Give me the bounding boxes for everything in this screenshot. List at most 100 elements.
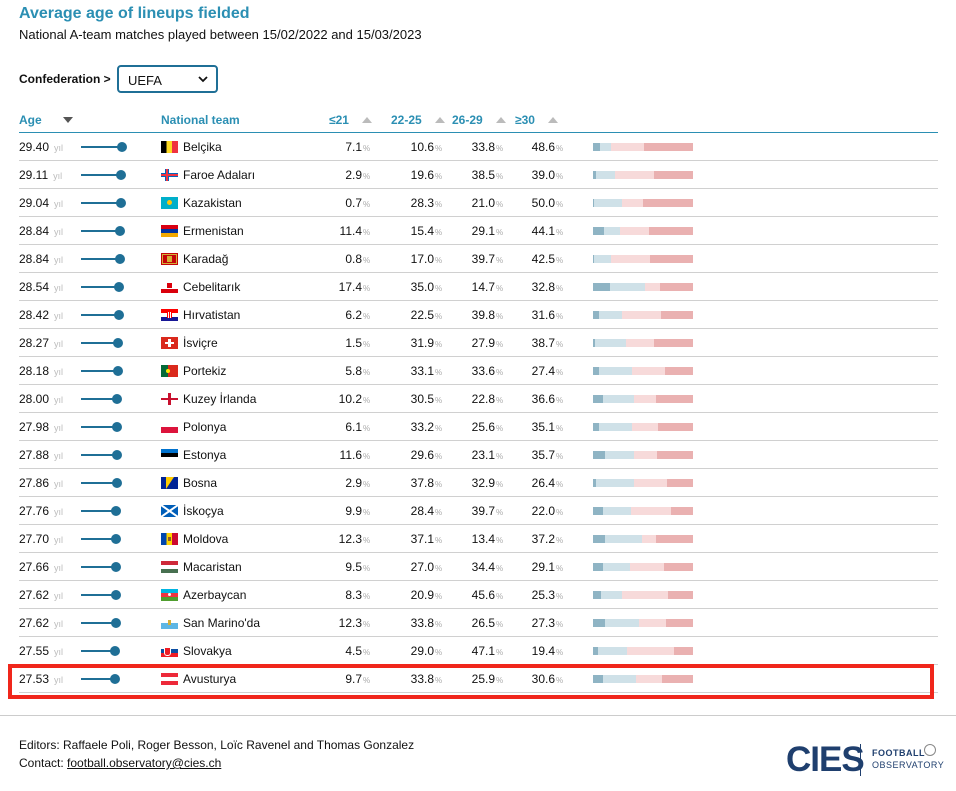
age-unit: yıl [54, 618, 64, 629]
age-distribution-bar [593, 422, 693, 431]
u21-cell: 11.4% [329, 216, 391, 245]
bar-22-25 [599, 310, 622, 319]
bar-22-25 [602, 506, 632, 515]
pct-unit: % [556, 675, 564, 685]
o30-column-header[interactable]: ≥30 [515, 107, 593, 133]
u21-cell: 9.5% [329, 552, 391, 581]
bar-22-25 [603, 394, 634, 403]
flag-icon [161, 337, 178, 350]
bar-26-29 [615, 170, 654, 179]
sort-desc-icon[interactable] [63, 117, 74, 124]
o30-value: 27.4 [531, 363, 555, 378]
team-cell: Slovakya [161, 636, 329, 665]
age-unit: yıl [54, 338, 64, 349]
pct-unit: % [556, 199, 564, 209]
bar-30plus [665, 618, 693, 627]
age-value: 27.76 [19, 503, 50, 518]
pct-unit: % [435, 563, 443, 573]
bar-30plus [655, 534, 693, 543]
team-name: Faroe Adaları [183, 167, 256, 182]
o30-value: 26.4 [531, 475, 555, 490]
pct-unit: % [496, 563, 504, 573]
age-slider-dot [113, 337, 123, 348]
o30-cell: 42.5% [515, 244, 593, 273]
bar-30plus [670, 506, 693, 515]
age-slider-dot [112, 449, 122, 460]
sort-asc-icon[interactable] [548, 117, 559, 124]
age-cell: 27.98 yıl [19, 412, 161, 441]
age-cell: 27.62 yıl [19, 608, 161, 637]
pct-unit: % [496, 535, 504, 545]
pct-unit: % [435, 423, 443, 433]
a2629-column-header[interactable]: 26-29 [452, 107, 515, 133]
bar-u21 [593, 562, 603, 571]
pct-unit: % [363, 591, 371, 601]
u21-cell: 6.2% [329, 300, 391, 329]
a2225-value: 22.5 [410, 307, 434, 322]
pct-unit: % [363, 423, 371, 433]
a2225-value: 28.4 [410, 503, 434, 518]
age-slider [81, 477, 131, 488]
age-slider-dot [112, 421, 122, 432]
u21-value: 2.9 [345, 167, 362, 182]
distribution-cell [593, 188, 938, 217]
logo-line2: OBSERVATORY [872, 760, 945, 770]
flag-icon [161, 393, 178, 406]
pct-unit: % [556, 171, 564, 181]
pct-unit: % [435, 143, 443, 153]
age-unit: yıl [54, 254, 64, 265]
sort-asc-icon[interactable] [362, 117, 373, 124]
age-slider-dot [117, 141, 127, 152]
pct-unit: % [363, 479, 371, 489]
a2629-cell: 39.7% [452, 496, 515, 525]
a2225-cell: 28.3% [391, 188, 452, 217]
age-column-header[interactable]: Age [19, 107, 161, 133]
pct-unit: % [435, 479, 443, 489]
age-cell: 29.40 yıl [19, 132, 161, 161]
flag-icon [161, 421, 178, 434]
pct-unit: % [496, 591, 504, 601]
age-slider [81, 589, 131, 600]
a2629-value: 38.5 [471, 167, 495, 182]
pct-unit: % [496, 367, 504, 377]
a2225-value: 33.2 [410, 419, 434, 434]
a2629-cell: 26.5% [452, 608, 515, 637]
a2629-value: 13.4 [471, 531, 495, 546]
a2629-cell: 34.4% [452, 552, 515, 581]
u21-cell: 1.5% [329, 328, 391, 357]
a2225-column-header[interactable]: 22-25 [391, 107, 452, 133]
age-unit: yıl [54, 674, 64, 685]
sort-asc-icon[interactable] [435, 117, 446, 124]
bar-u21 [593, 142, 601, 151]
bar-26-29 [629, 562, 664, 571]
bar-22-25 [593, 254, 611, 263]
bar-22-25 [601, 590, 623, 599]
age-cell: 27.53 yıl [19, 664, 161, 693]
flag-icon [161, 673, 178, 686]
age-slider [81, 673, 131, 684]
pct-unit: % [496, 339, 504, 349]
u21-value: 12.3 [338, 615, 362, 630]
team-column-header[interactable]: National team [161, 107, 329, 133]
age-unit: yıl [54, 646, 64, 657]
pct-unit: % [496, 311, 504, 321]
age-slider-dot [112, 477, 122, 488]
flag-icon [161, 281, 178, 294]
pct-unit: % [435, 591, 443, 601]
sort-asc-icon[interactable] [496, 117, 507, 124]
o30-cell: 38.7% [515, 328, 593, 357]
contact-email-link[interactable]: football.observatory@cies.ch [67, 756, 222, 770]
distribution-cell [593, 636, 938, 665]
bar-26-29 [610, 142, 645, 151]
team-name: Macaristan [183, 559, 242, 574]
u21-column-header[interactable]: ≤21 [329, 107, 391, 133]
distribution-cell [593, 412, 938, 441]
table-row: 27.70 yıl Moldova 12.3% 37.1% 13.4% 37.2% [19, 524, 938, 553]
confederation-select[interactable]: UEFA [117, 65, 218, 93]
team-name: Belçika [183, 139, 222, 154]
age-unit: yıl [54, 226, 64, 237]
bar-22-25 [602, 674, 637, 683]
age-distribution-bar [593, 282, 693, 291]
o30-value: 27.3 [531, 615, 555, 630]
pct-unit: % [435, 283, 443, 293]
